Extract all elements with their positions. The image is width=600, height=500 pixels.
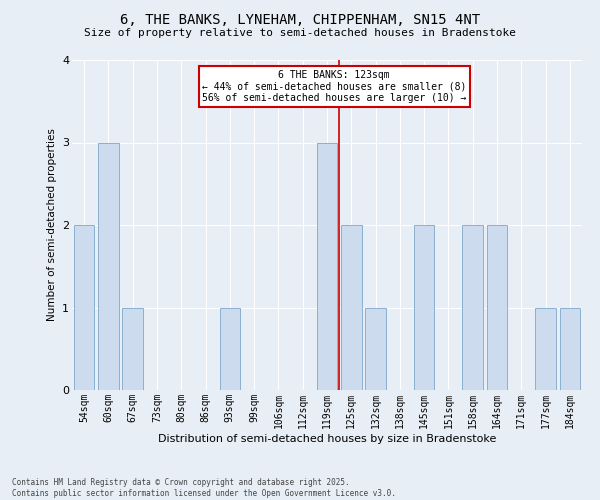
Bar xyxy=(414,225,434,390)
Bar xyxy=(220,308,240,390)
Text: Size of property relative to semi-detached houses in Bradenstoke: Size of property relative to semi-detach… xyxy=(84,28,516,38)
Bar xyxy=(365,308,386,390)
Bar xyxy=(487,225,508,390)
X-axis label: Distribution of semi-detached houses by size in Bradenstoke: Distribution of semi-detached houses by … xyxy=(158,434,496,444)
Text: 6, THE BANKS, LYNEHAM, CHIPPENHAM, SN15 4NT: 6, THE BANKS, LYNEHAM, CHIPPENHAM, SN15 … xyxy=(120,12,480,26)
Bar xyxy=(560,308,580,390)
Text: 6 THE BANKS: 123sqm
← 44% of semi-detached houses are smaller (8)
56% of semi-de: 6 THE BANKS: 123sqm ← 44% of semi-detach… xyxy=(202,70,466,103)
Bar xyxy=(74,225,94,390)
Text: Contains HM Land Registry data © Crown copyright and database right 2025.
Contai: Contains HM Land Registry data © Crown c… xyxy=(12,478,396,498)
Bar xyxy=(122,308,143,390)
Bar xyxy=(535,308,556,390)
Bar xyxy=(463,225,483,390)
Bar xyxy=(98,142,119,390)
Bar xyxy=(341,225,362,390)
Bar xyxy=(317,142,337,390)
Y-axis label: Number of semi-detached properties: Number of semi-detached properties xyxy=(47,128,56,322)
